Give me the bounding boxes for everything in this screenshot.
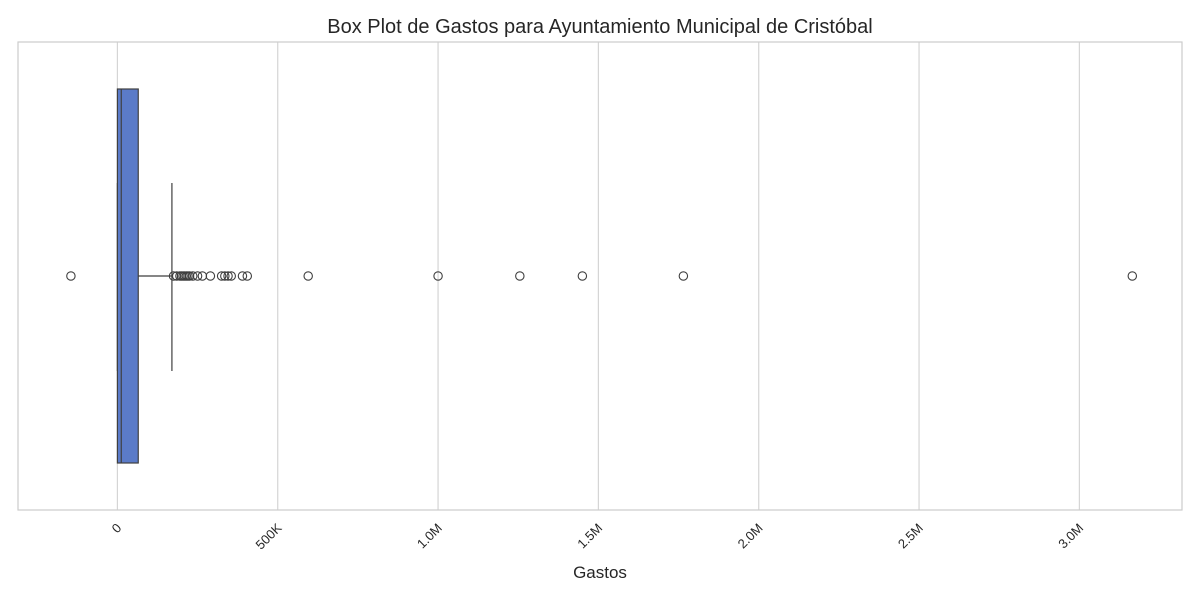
x-tick-label: 2.5M xyxy=(895,520,926,551)
outlier-point xyxy=(1127,271,1138,281)
chart-title: Box Plot de Gastos para Ayuntamiento Mun… xyxy=(327,16,873,38)
x-tick-labels: 0 500K 1.0M 1.5M 2.0M 2.5M 3.0M xyxy=(109,520,1087,552)
outlier-point xyxy=(197,271,208,281)
outlier-point xyxy=(577,271,588,281)
outlier-point xyxy=(237,271,248,281)
x-tick-label: 3.0M xyxy=(1055,520,1086,551)
plot-area-frame xyxy=(17,41,1183,511)
outlier-point xyxy=(223,271,233,281)
box-group xyxy=(116,88,173,464)
x-axis-label: Gastos xyxy=(573,563,627,582)
outlier-point xyxy=(226,271,236,281)
outlier-point xyxy=(242,271,253,281)
iqr-box xyxy=(116,88,139,464)
x-tick-label: 0 xyxy=(109,520,125,536)
outlier-point xyxy=(205,271,216,281)
x-tick-label: 1.5M xyxy=(574,520,605,551)
outlier-point xyxy=(216,271,227,281)
outlier-point xyxy=(220,271,230,281)
outlier-point xyxy=(192,271,203,281)
x-tick-label: 500K xyxy=(253,520,285,552)
outlier-point xyxy=(515,271,525,281)
outlier-point xyxy=(433,271,443,281)
outlier-point xyxy=(678,271,689,281)
outlier-point xyxy=(188,271,198,281)
x-tick-label: 1.0M xyxy=(414,520,445,551)
outliers-group xyxy=(66,271,1138,281)
grid-lines xyxy=(116,42,1080,510)
outlier-point xyxy=(303,271,313,281)
outlier-point xyxy=(66,271,76,281)
x-tick-label: 2.0M xyxy=(735,520,766,551)
